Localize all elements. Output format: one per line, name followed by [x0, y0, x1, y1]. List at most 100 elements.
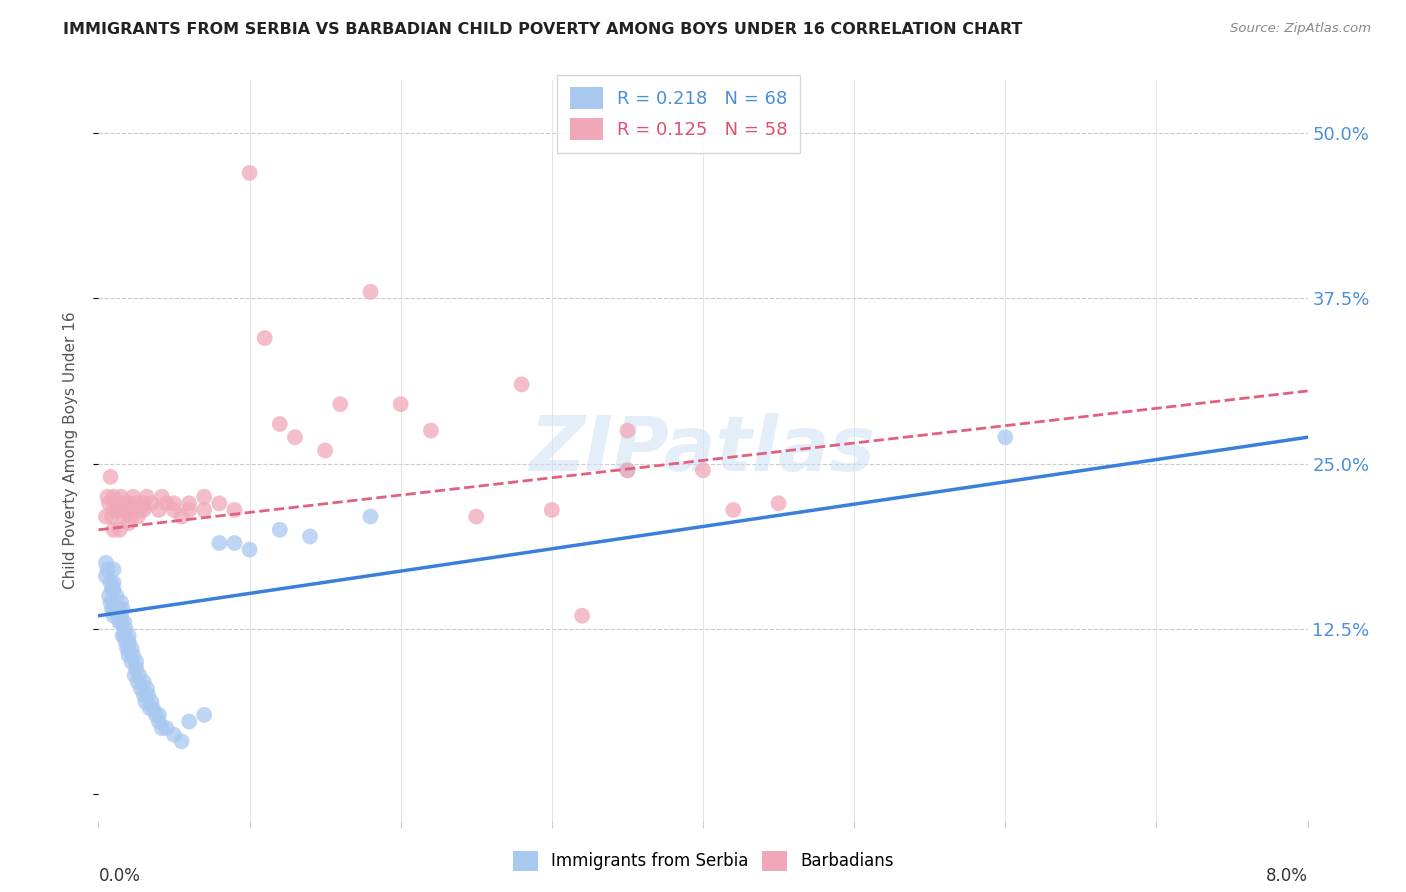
Point — [329, 397, 352, 411]
Point — [128, 668, 150, 682]
Point — [148, 707, 170, 722]
Point — [360, 509, 382, 524]
Point — [121, 655, 143, 669]
Text: 0.0%: 0.0% — [98, 867, 141, 885]
Point — [121, 641, 143, 656]
Point — [314, 443, 336, 458]
Point — [465, 509, 488, 524]
Point — [132, 674, 155, 689]
Point — [284, 430, 307, 444]
Point — [112, 496, 135, 510]
Text: 8.0%: 8.0% — [1265, 867, 1308, 885]
Point — [132, 688, 155, 702]
Point — [208, 496, 231, 510]
Point — [692, 463, 714, 477]
Point — [135, 490, 157, 504]
Point — [94, 509, 117, 524]
Point — [98, 589, 121, 603]
Point — [118, 516, 141, 531]
Point — [155, 721, 177, 735]
Point — [125, 496, 148, 510]
Point — [510, 377, 533, 392]
Text: Source: ZipAtlas.com: Source: ZipAtlas.com — [1230, 22, 1371, 36]
Point — [114, 503, 136, 517]
Point — [103, 582, 125, 597]
Point — [129, 503, 152, 517]
Point — [110, 608, 132, 623]
Point — [96, 490, 118, 504]
Point — [155, 496, 177, 510]
Point — [139, 701, 162, 715]
Point — [125, 662, 148, 676]
Point — [114, 635, 136, 649]
Point — [208, 536, 231, 550]
Point — [122, 648, 145, 663]
Point — [420, 424, 443, 438]
Point — [94, 569, 117, 583]
Point — [108, 602, 131, 616]
Point — [105, 589, 128, 603]
Point — [148, 714, 170, 729]
Point — [269, 417, 291, 431]
Point — [994, 430, 1017, 444]
Point — [127, 674, 149, 689]
Point — [111, 509, 134, 524]
Point — [571, 608, 593, 623]
Point — [124, 668, 146, 682]
Point — [111, 629, 134, 643]
Point — [110, 595, 132, 609]
Point — [105, 496, 128, 510]
Point — [145, 707, 167, 722]
Point — [115, 641, 138, 656]
Point — [103, 490, 125, 504]
Point — [179, 503, 201, 517]
Point — [101, 582, 124, 597]
Point — [94, 556, 117, 570]
Point — [141, 496, 163, 510]
Point — [179, 496, 201, 510]
Point — [150, 721, 173, 735]
Legend: Immigrants from Serbia, Barbadians: Immigrants from Serbia, Barbadians — [505, 842, 901, 880]
Point — [110, 503, 132, 517]
Point — [163, 503, 186, 517]
Point — [118, 635, 141, 649]
Point — [108, 615, 131, 630]
Point — [118, 635, 141, 649]
Text: ZIPatlas: ZIPatlas — [530, 414, 876, 487]
Point — [129, 681, 152, 696]
Point — [170, 509, 193, 524]
Point — [101, 602, 124, 616]
Point — [616, 463, 638, 477]
Point — [103, 608, 125, 623]
Point — [170, 734, 193, 748]
Point — [103, 503, 125, 517]
Point — [98, 496, 121, 510]
Point — [723, 503, 745, 517]
Point — [299, 529, 322, 543]
Point — [100, 595, 122, 609]
Point — [150, 490, 173, 504]
Point — [105, 602, 128, 616]
Point — [110, 615, 132, 630]
Point — [111, 602, 134, 616]
Point — [135, 681, 157, 696]
Point — [239, 542, 262, 557]
Point — [103, 575, 125, 590]
Point — [118, 496, 141, 510]
Point — [616, 463, 638, 477]
Point — [121, 509, 143, 524]
Text: IMMIGRANTS FROM SERBIA VS BARBADIAN CHILD POVERTY AMONG BOYS UNDER 16 CORRELATIO: IMMIGRANTS FROM SERBIA VS BARBADIAN CHIL… — [63, 22, 1022, 37]
Point — [768, 496, 790, 510]
Point — [100, 470, 122, 484]
Point — [114, 622, 136, 636]
Point — [112, 615, 135, 630]
Point — [193, 503, 215, 517]
Point — [110, 490, 132, 504]
Point — [118, 641, 141, 656]
Point — [148, 503, 170, 517]
Point — [100, 575, 122, 590]
Point — [142, 701, 165, 715]
Point — [239, 166, 262, 180]
Point — [118, 629, 141, 643]
Point — [253, 331, 276, 345]
